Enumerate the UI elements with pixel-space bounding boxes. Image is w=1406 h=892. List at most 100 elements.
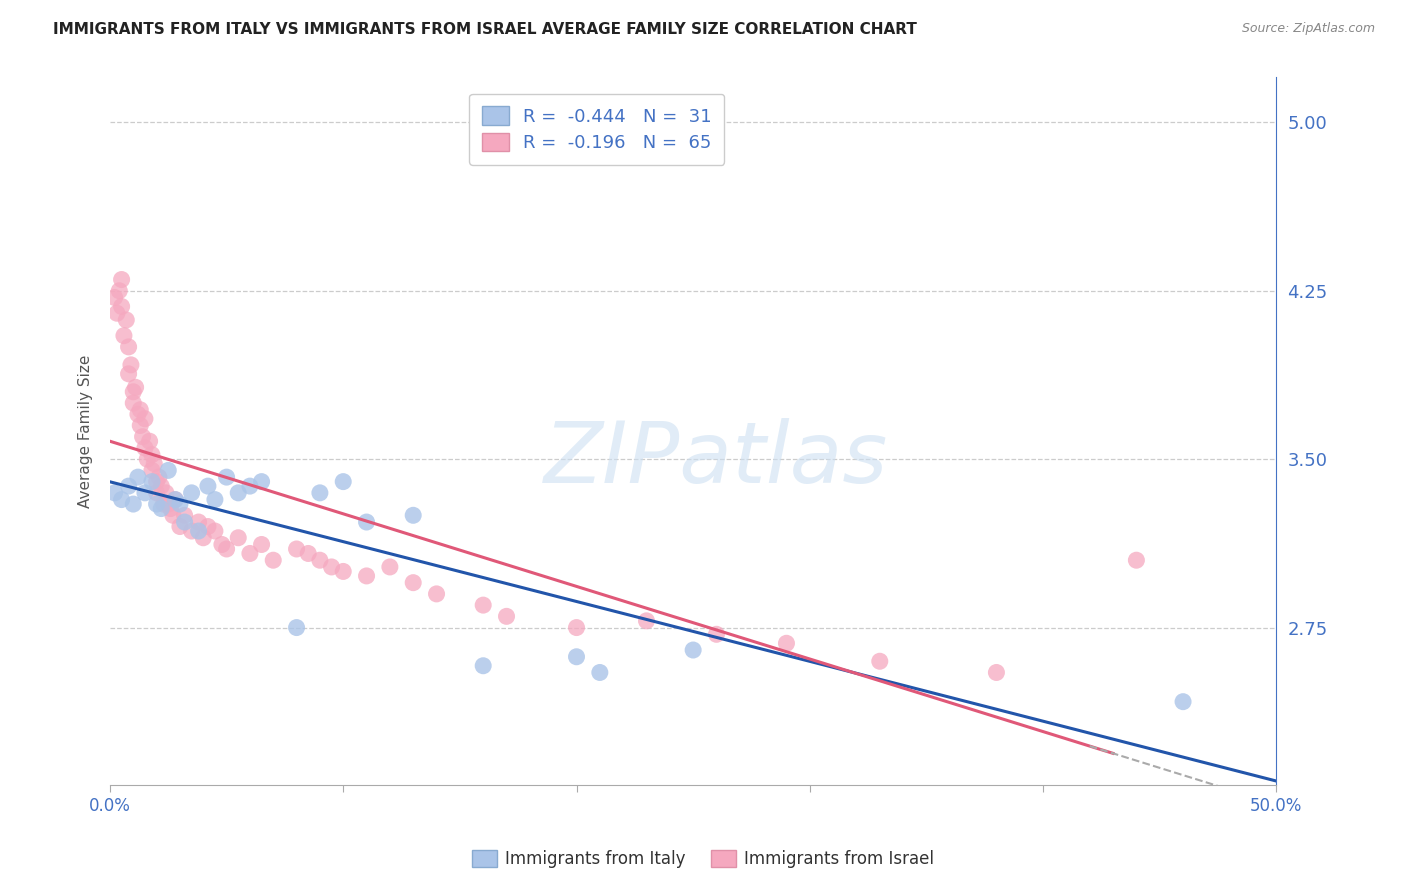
- Point: [127, 407, 149, 421]
- Point: [986, 665, 1008, 680]
- Point: [197, 519, 219, 533]
- Point: [636, 614, 658, 628]
- Point: [148, 470, 170, 484]
- Point: [589, 665, 612, 680]
- Point: [110, 492, 132, 507]
- Y-axis label: Average Family Size: Average Family Size: [79, 354, 93, 508]
- Point: [150, 479, 173, 493]
- Point: [495, 609, 517, 624]
- Point: [134, 441, 156, 455]
- Point: [239, 479, 262, 493]
- Point: [134, 486, 156, 500]
- Point: [117, 479, 139, 493]
- Point: [129, 402, 152, 417]
- Point: [157, 463, 180, 477]
- Point: [215, 541, 238, 556]
- Point: [565, 621, 588, 635]
- Point: [117, 340, 139, 354]
- Legend: Immigrants from Italy, Immigrants from Israel: Immigrants from Italy, Immigrants from I…: [465, 843, 941, 875]
- Text: IMMIGRANTS FROM ITALY VS IMMIGRANTS FROM ISRAEL AVERAGE FAMILY SIZE CORRELATION : IMMIGRANTS FROM ITALY VS IMMIGRANTS FROM…: [53, 22, 917, 37]
- Point: [187, 515, 209, 529]
- Point: [197, 479, 219, 493]
- Point: [104, 486, 127, 500]
- Point: [145, 486, 167, 500]
- Point: [110, 272, 132, 286]
- Point: [869, 654, 891, 668]
- Point: [105, 306, 128, 320]
- Point: [472, 658, 495, 673]
- Point: [143, 457, 166, 471]
- Point: [145, 497, 167, 511]
- Point: [226, 486, 249, 500]
- Point: [173, 508, 195, 523]
- Point: [169, 497, 191, 511]
- Point: [332, 475, 354, 489]
- Point: [356, 569, 378, 583]
- Legend: R =  -0.444   N =  31, R =  -0.196   N =  65: R = -0.444 N = 31, R = -0.196 N = 65: [468, 94, 724, 165]
- Point: [129, 418, 152, 433]
- Point: [211, 537, 233, 551]
- Point: [193, 531, 215, 545]
- Point: [775, 636, 797, 650]
- Point: [141, 448, 163, 462]
- Point: [122, 384, 145, 399]
- Text: Source: ZipAtlas.com: Source: ZipAtlas.com: [1241, 22, 1375, 36]
- Point: [402, 508, 425, 523]
- Point: [150, 501, 173, 516]
- Point: [115, 313, 138, 327]
- Point: [169, 519, 191, 533]
- Point: [472, 598, 495, 612]
- Point: [155, 486, 177, 500]
- Point: [297, 546, 319, 560]
- Point: [127, 470, 149, 484]
- Point: [180, 524, 202, 538]
- Point: [124, 380, 146, 394]
- Point: [332, 565, 354, 579]
- Point: [131, 430, 153, 444]
- Point: [565, 649, 588, 664]
- Point: [239, 546, 262, 560]
- Point: [104, 291, 127, 305]
- Point: [141, 463, 163, 477]
- Point: [1125, 553, 1147, 567]
- Point: [141, 475, 163, 489]
- Point: [1171, 695, 1194, 709]
- Point: [682, 643, 704, 657]
- Point: [321, 560, 343, 574]
- Point: [117, 367, 139, 381]
- Text: ZIPatlas: ZIPatlas: [544, 417, 889, 501]
- Point: [285, 621, 308, 635]
- Point: [204, 492, 226, 507]
- Point: [187, 524, 209, 538]
- Point: [180, 486, 202, 500]
- Point: [152, 497, 174, 511]
- Point: [122, 497, 145, 511]
- Point: [378, 560, 401, 574]
- Point: [309, 486, 332, 500]
- Point: [706, 627, 728, 641]
- Point: [136, 452, 159, 467]
- Point: [108, 284, 131, 298]
- Point: [110, 300, 132, 314]
- Point: [112, 328, 135, 343]
- Point: [122, 396, 145, 410]
- Point: [204, 524, 226, 538]
- Point: [356, 515, 378, 529]
- Point: [165, 492, 187, 507]
- Point: [425, 587, 447, 601]
- Point: [402, 575, 425, 590]
- Point: [250, 475, 273, 489]
- Point: [215, 470, 238, 484]
- Point: [145, 475, 167, 489]
- Point: [165, 492, 187, 507]
- Point: [134, 411, 156, 425]
- Point: [173, 515, 195, 529]
- Point: [157, 497, 180, 511]
- Point: [138, 434, 160, 449]
- Point: [159, 501, 181, 516]
- Point: [285, 541, 308, 556]
- Point: [120, 358, 142, 372]
- Point: [309, 553, 332, 567]
- Point: [250, 537, 273, 551]
- Point: [262, 553, 284, 567]
